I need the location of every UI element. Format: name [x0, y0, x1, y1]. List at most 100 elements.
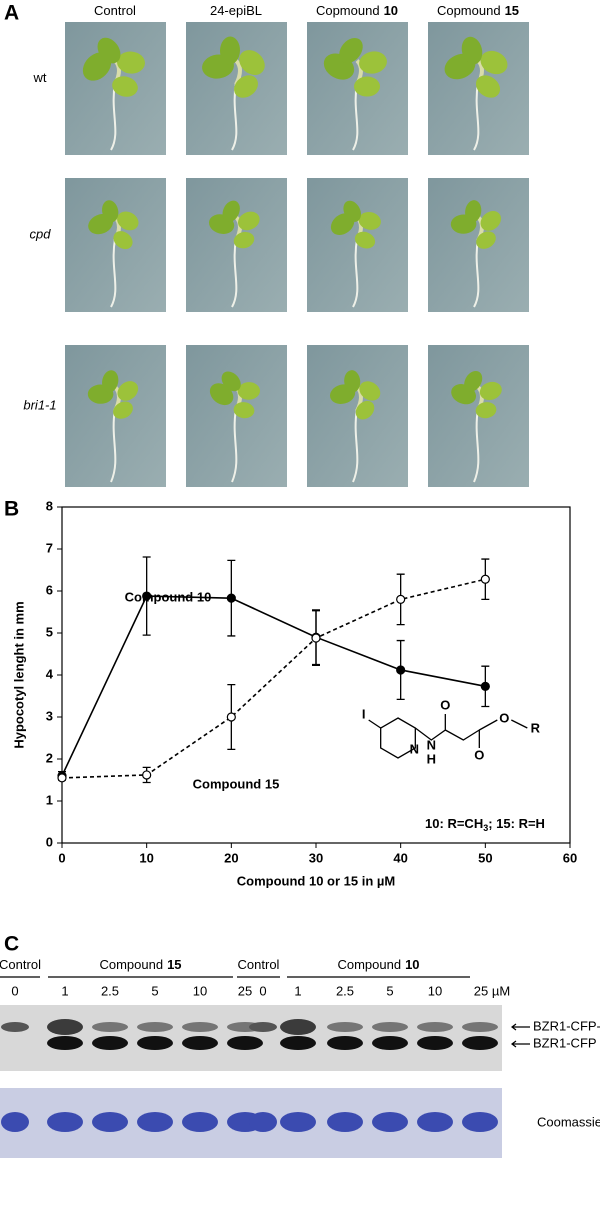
seedling-photo: [307, 345, 408, 487]
gel-band: [1, 1112, 29, 1132]
atom-label: O: [499, 710, 509, 725]
series-line: [61, 578, 486, 779]
atom-label: N: [427, 737, 436, 752]
seedling-photo: [65, 178, 166, 312]
seedling-photo: [428, 178, 529, 312]
seedling-photo: [307, 22, 408, 155]
group-label-text: Control: [238, 957, 280, 972]
structure-caption: 10: R=CH3; 15: R=H: [425, 816, 545, 833]
leaf: [355, 400, 375, 420]
y-tick-label: 2: [46, 750, 53, 765]
leaf: [117, 211, 139, 231]
arrow: [511, 1023, 530, 1031]
group-label-number: 10: [405, 957, 419, 972]
lane-label: 2.5: [336, 983, 354, 998]
series-label: Compound 10: [125, 589, 212, 604]
caption-part: 10: R=CH: [425, 816, 483, 831]
data-point: [142, 770, 152, 780]
blot-band: [227, 1036, 263, 1050]
blot-band: [182, 1036, 218, 1050]
gel-band: [249, 1112, 277, 1132]
leaf: [117, 381, 139, 401]
y-tick-label: 6: [46, 582, 53, 597]
gel-band: [182, 1112, 218, 1132]
blot-band: [137, 1036, 173, 1050]
leaf: [222, 200, 240, 223]
x-tick-label: 0: [58, 850, 65, 865]
group-label: Compound 15: [99, 957, 181, 972]
leaf: [354, 231, 376, 249]
x-tick-label: 50: [478, 850, 492, 865]
data-point: [311, 633, 321, 643]
gel-band: [462, 1112, 498, 1132]
column-header-text: Control: [94, 3, 136, 18]
column-header-number: 10: [384, 3, 398, 18]
leaf: [221, 371, 241, 392]
seedling-photo: [65, 22, 166, 155]
leaf: [117, 51, 145, 74]
seedling-photo: [428, 22, 529, 155]
leaf: [343, 200, 362, 222]
x-tick-label: 40: [393, 850, 407, 865]
arrow: [511, 1040, 530, 1048]
column-header-number: 15: [505, 3, 519, 18]
leaf: [465, 200, 482, 223]
column-header-text: Copmound: [437, 3, 501, 18]
column-header-text: Copmound: [316, 3, 380, 18]
bond: [368, 714, 528, 748]
leaf: [464, 370, 483, 392]
leaf: [344, 370, 361, 393]
x-tick-label: 60: [563, 850, 577, 865]
column-header: Control: [94, 3, 136, 18]
lane-label: 2.5: [101, 983, 119, 998]
leaf: [112, 76, 138, 97]
seedling-photo: [307, 178, 408, 312]
blot-band: [372, 1036, 408, 1050]
leaf: [234, 75, 258, 98]
leaf: [476, 231, 496, 249]
leaf: [219, 36, 241, 65]
leaf: [113, 401, 133, 419]
group-label: Compound 10: [337, 957, 419, 972]
blot-band: [327, 1022, 363, 1032]
plot-frame: [61, 506, 571, 844]
data-point: [396, 665, 406, 675]
blot-band: [249, 1022, 277, 1032]
column-header-text: 24-epiBL: [210, 3, 262, 18]
gel-band: [47, 1112, 83, 1132]
data-point: [480, 574, 490, 584]
group-label-number: 15: [167, 957, 181, 972]
y-tick-label: 7: [46, 540, 53, 555]
leaf: [354, 76, 380, 97]
gel-band: [417, 1112, 453, 1132]
lane-label: 1: [294, 983, 301, 998]
leaf: [102, 200, 119, 223]
blot-band: [137, 1022, 173, 1032]
blot-band: [462, 1036, 498, 1050]
row-label: bri1-1: [23, 397, 56, 412]
x-axis-label: Compound 10 or 15 in µM: [237, 873, 395, 888]
blot-band: [47, 1019, 83, 1035]
root: [352, 238, 359, 308]
blot-band: [92, 1036, 128, 1050]
column-header: Copmound 10: [316, 3, 398, 18]
panel-label: A: [4, 2, 19, 25]
leaf: [479, 381, 502, 401]
lane-label: 10: [193, 983, 207, 998]
group-label-text: Compound: [99, 957, 163, 972]
leaf: [461, 36, 483, 65]
atom-label: O: [474, 747, 484, 762]
group-label-text: Control: [0, 957, 41, 972]
atom-label: O: [440, 697, 450, 712]
lane-label: 25 µM: [474, 983, 510, 998]
data-point: [226, 712, 236, 722]
root: [473, 238, 480, 308]
blot-band: [182, 1022, 218, 1032]
blot-band: [327, 1036, 363, 1050]
seedling-photo: [186, 22, 287, 155]
blot-band: [47, 1036, 83, 1050]
blot-band: [92, 1022, 128, 1032]
row-label: cpd: [30, 226, 52, 241]
root: [110, 408, 117, 483]
